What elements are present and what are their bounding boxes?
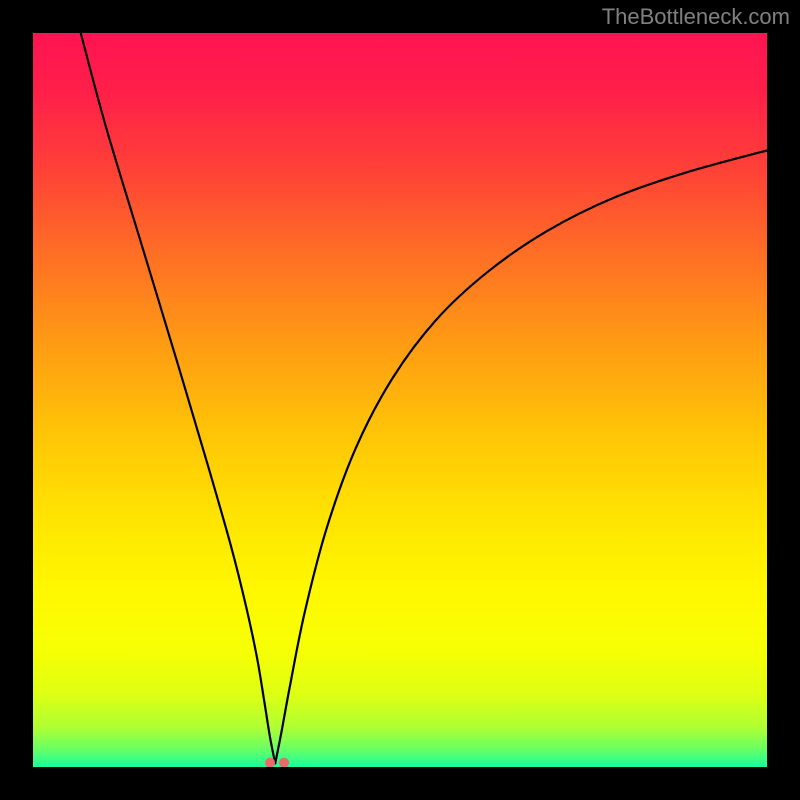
- plot-area: [33, 33, 767, 767]
- bottleneck-curve: [33, 33, 767, 767]
- watermark-text: TheBottleneck.com: [602, 4, 790, 30]
- curve-left-branch: [81, 33, 276, 763]
- chart-frame: TheBottleneck.com: [0, 0, 800, 800]
- well-marker: [279, 758, 289, 767]
- curve-right-branch: [275, 150, 767, 763]
